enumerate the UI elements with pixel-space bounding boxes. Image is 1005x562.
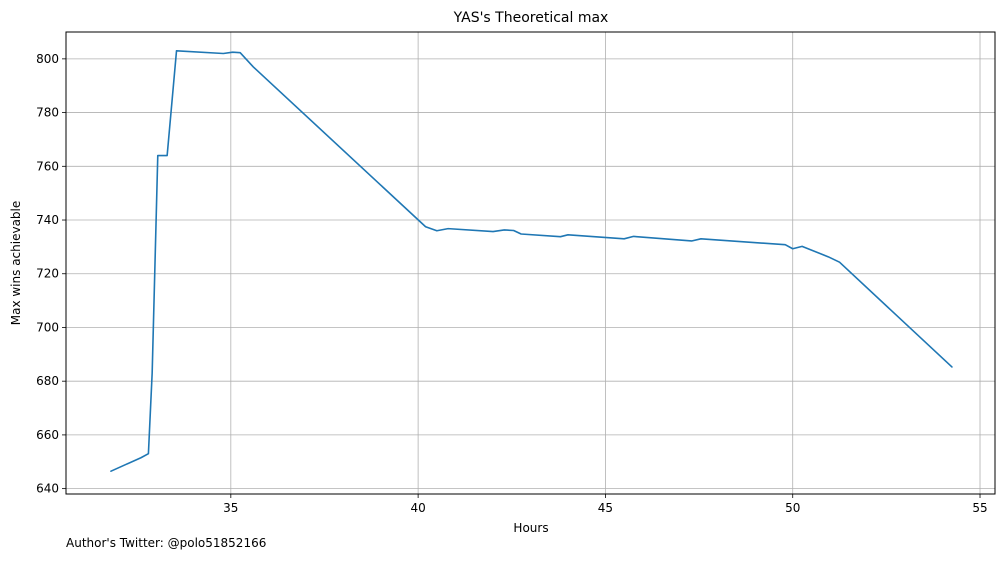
x-axis: 35 40 45 50 55 — [223, 494, 988, 515]
y-tick-label: 740 — [36, 213, 59, 227]
y-tick-label: 780 — [36, 106, 59, 120]
y-tick-label: 700 — [36, 320, 59, 334]
y-tick-label: 720 — [36, 267, 59, 281]
series-group — [110, 49, 953, 472]
y-tick-label: 680 — [36, 374, 59, 388]
y-axis-label: Max wins achievable — [9, 201, 23, 326]
chart-title: YAS's Theoretical max — [453, 10, 609, 26]
plot-frame — [65, 31, 996, 495]
y-tick-label: 660 — [36, 428, 59, 442]
x-tick-label: 45 — [598, 501, 613, 515]
series-line — [110, 49, 953, 472]
x-tick-label: 40 — [410, 501, 425, 515]
y-tick-label: 640 — [36, 482, 59, 496]
x-tick-label: 55 — [972, 501, 987, 515]
x-tick-label: 50 — [785, 501, 800, 515]
author-credit: Author's Twitter: @polo51852166 — [66, 536, 267, 550]
y-tick-label: 800 — [36, 52, 59, 66]
x-axis-label: Hours — [513, 521, 548, 535]
grid — [66, 32, 995, 494]
x-tick-label: 35 — [223, 501, 238, 515]
y-axis: 640 660 680 700 720 740 760 780 800 — [36, 52, 66, 496]
y-tick-label: 760 — [36, 159, 59, 173]
